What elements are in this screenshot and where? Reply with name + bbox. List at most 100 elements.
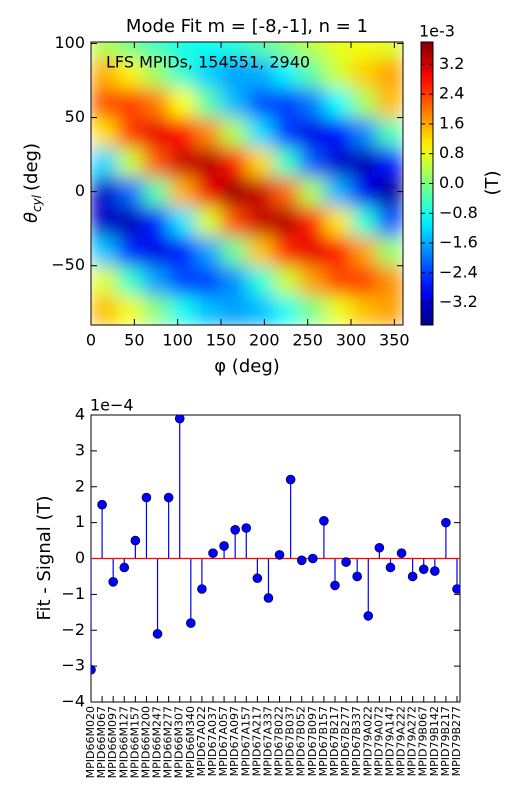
heatmap-cell (299, 147, 326, 178)
heatmap-cell (143, 117, 170, 148)
stem-marker (418, 564, 429, 575)
heatmap-cell (351, 206, 378, 237)
heatmap-cell (325, 206, 352, 237)
heatmap-cell (195, 87, 222, 119)
heatmap-cell (273, 206, 300, 237)
x-tick-label: 0 (86, 331, 96, 350)
heatmap-cell (325, 176, 352, 207)
heatmap-cell (377, 58, 403, 89)
x-tick-label: 100 (162, 331, 193, 350)
heatmap-cell (117, 206, 144, 237)
heatmap-cell (195, 117, 222, 148)
x-tick-label: MPID66M157 (128, 706, 141, 778)
stem-marker (241, 523, 252, 533)
stem-marker (374, 542, 385, 553)
stem-marker (97, 499, 107, 510)
x-tick-label: MPID67A337 (261, 706, 274, 776)
x-tick-label: MPID66M247 (151, 706, 164, 778)
heatmap-cell (91, 295, 118, 325)
heatmap-cell (221, 236, 248, 267)
x-tick-label: MPID66M307 (173, 706, 186, 778)
heatmap-cell (169, 265, 196, 296)
heatmap-cell (117, 147, 144, 178)
colorbar-tick-label: 1.6 (439, 113, 464, 132)
heatmap-cell (221, 265, 248, 296)
heatmap-cell (247, 58, 274, 89)
colorbar-tick-label: −2.4 (439, 262, 478, 281)
x-tick-label: 150 (206, 331, 237, 350)
x-tick-label: MPID79A222 (395, 706, 408, 776)
stem-marker (296, 555, 307, 566)
heatmap-cell (169, 206, 196, 237)
stem-marker (363, 611, 374, 621)
heatmap-cell (273, 117, 300, 148)
heatmap-cell (91, 265, 118, 296)
colorbar-label: (T) (482, 170, 503, 195)
heatmap-cell (299, 206, 326, 237)
stem-marker (452, 584, 460, 594)
heatmap-cell (247, 265, 274, 296)
heatmap-cell (221, 206, 248, 237)
heatmap-cell (169, 58, 196, 89)
stem-marker (441, 517, 451, 528)
heatmap-cell (351, 117, 378, 148)
heatmap-cell (91, 236, 118, 267)
x-tick-label: MPID67A057 (217, 706, 230, 776)
x-tick-label: MPID79B142 (428, 706, 441, 776)
y-tick-label: −3 (61, 656, 85, 675)
heatmap-cell (351, 265, 378, 296)
heatmap-cell (117, 236, 144, 267)
y-label-subscript: cyl (30, 194, 44, 212)
y-tick-label: 2 (75, 476, 85, 495)
x-tick-label: MPID79B277 (450, 706, 463, 776)
heatmap-cell (351, 236, 378, 267)
stem-marker (91, 664, 96, 675)
x-tick-label: MPID67B037 (284, 706, 297, 776)
heatmap-cell (91, 206, 118, 237)
heatmap-cell (169, 87, 196, 119)
stem-marker (285, 474, 296, 485)
heatmap-cell (247, 236, 274, 267)
colorbar-tick-label: −0.8 (439, 203, 478, 222)
heatmap-cell (247, 87, 274, 119)
stem-marker (219, 541, 229, 551)
y-axis-label: θcyl (deg) (21, 143, 44, 223)
heatmap-cell (299, 295, 326, 325)
x-tick-label: MPID67A037 (206, 706, 219, 776)
heatmap-cell (195, 42, 222, 59)
heatmap-cell (325, 147, 352, 178)
x-tick-label: 250 (292, 331, 323, 350)
heatmap-cell (169, 295, 196, 325)
heatmap-cell (377, 42, 403, 59)
heatmap-cell (299, 117, 326, 148)
x-tick-label: MPID66M200 (139, 706, 152, 778)
axes-frame (90, 41, 404, 326)
x-tick-label: 300 (336, 331, 367, 350)
heatmap-cell (195, 176, 222, 207)
y-tick-label: −4 (61, 692, 85, 711)
heatmap-cell (117, 58, 144, 89)
heatmap-cell (377, 87, 403, 119)
stem-marker (119, 562, 130, 573)
stem-marker (186, 618, 196, 628)
heatmap-cell (117, 87, 144, 119)
heatmap-cell (351, 42, 378, 59)
stem-marker (319, 516, 329, 526)
y-label-symbol: θ (21, 212, 42, 223)
colorbar-tick-label: 0.8 (439, 143, 464, 162)
heatmap-cell (169, 117, 196, 148)
heatmap-cell (195, 58, 222, 89)
heatmap-cell (247, 295, 274, 325)
heatmap-cell (273, 42, 300, 59)
y-axis-label: Fit - Signal (T) (34, 495, 55, 620)
heatmap-cell (273, 58, 300, 89)
y-label-unit: (deg) (21, 143, 42, 191)
heatmap-cell (221, 42, 248, 59)
heatmap-cell (351, 87, 378, 119)
heatmap-cell (169, 176, 196, 207)
heatmap-cell (195, 265, 222, 296)
heatmap-cell (143, 295, 170, 325)
x-tick-label: MPID79A272 (406, 706, 419, 776)
stem-marker (108, 577, 118, 587)
x-tick-label: MPID66M340 (184, 706, 197, 778)
